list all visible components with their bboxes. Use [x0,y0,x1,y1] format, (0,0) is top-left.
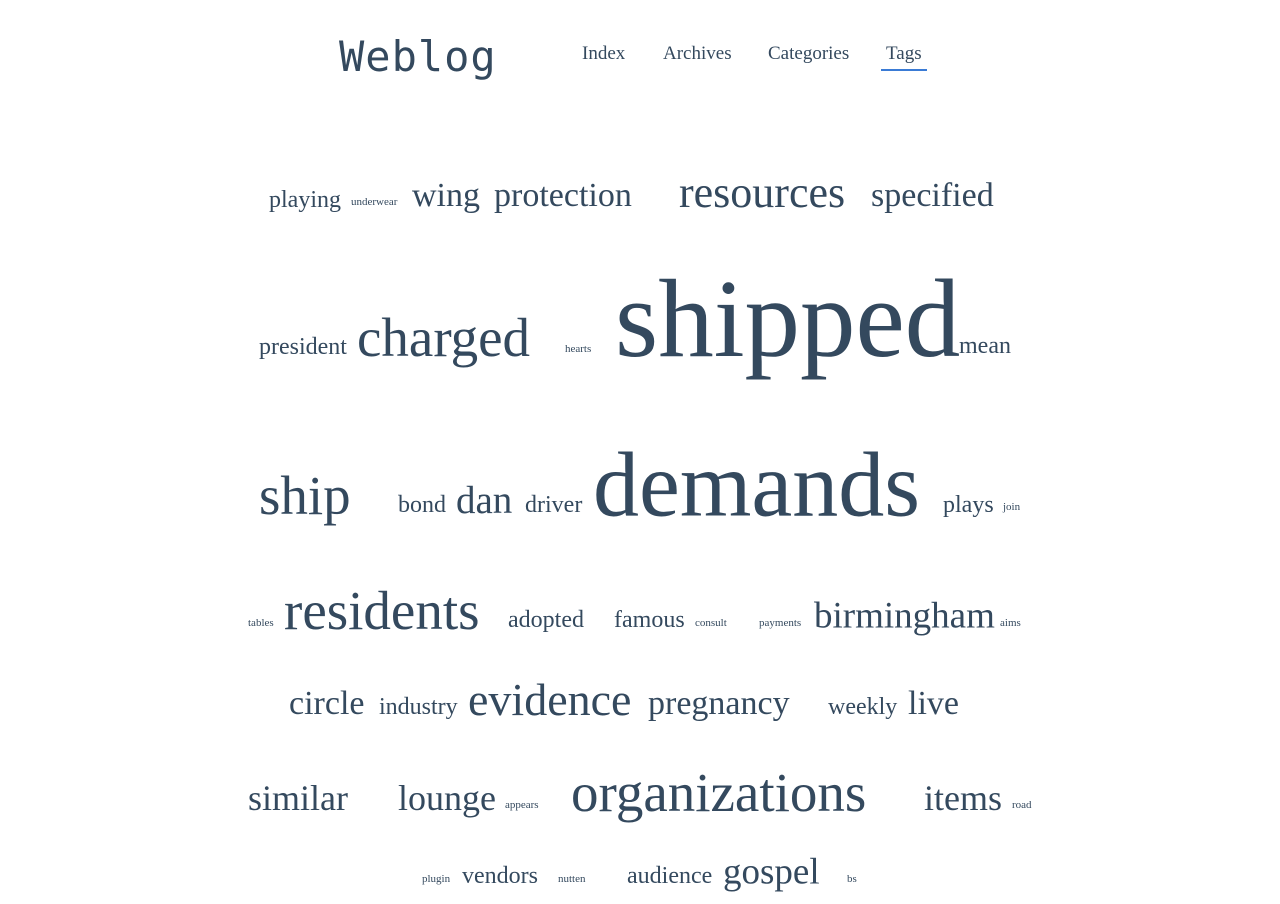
tag-link[interactable]: appears [505,799,539,812]
tag-link[interactable]: organizations [571,762,867,823]
tag-link[interactable]: shipped [615,258,961,382]
tag-link[interactable]: driver [525,491,583,518]
tag-link[interactable]: dan [456,478,513,522]
tag-link[interactable]: hearts [565,343,592,356]
tag-link[interactable]: mean [959,332,1011,359]
tag-link[interactable]: president [259,333,347,360]
tag-link[interactable]: ship [259,465,351,526]
tag-link[interactable]: bs [847,873,857,886]
tag-link[interactable]: evidence [468,674,632,726]
tag-link[interactable]: industry [379,693,458,720]
tag-link[interactable]: resources [679,167,846,217]
tag-link[interactable]: items [924,778,1002,819]
tag-link[interactable]: bond [398,491,446,518]
tag-link[interactable]: wing [412,176,480,214]
nav-tags[interactable]: Tags [881,43,927,71]
tag-link[interactable]: underwear [351,196,398,209]
tag-link[interactable]: consult [695,617,727,630]
tag-link[interactable]: birmingham [814,595,995,637]
tag-link[interactable]: road [1012,799,1032,812]
nav-index[interactable]: Index [582,43,626,64]
tag-link[interactable]: vendors [462,862,538,889]
tag-link[interactable]: gospel [723,851,820,893]
tag-link[interactable]: specified [871,176,994,214]
site-title[interactable]: Weblog [339,32,497,81]
nav-categories[interactable]: Categories [768,43,850,64]
tag-link[interactable]: circle [289,684,365,722]
tag-link[interactable]: demands [593,433,921,536]
tag-link[interactable]: payments [759,617,802,630]
tag-link[interactable]: lounge [398,778,496,819]
tag-link[interactable]: protection [494,176,632,214]
tag-link[interactable]: famous [614,606,685,633]
tag-link[interactable]: weekly [828,693,898,720]
tag-link[interactable]: plays [943,491,994,518]
tag-link[interactable]: audience [627,862,713,889]
tag-link[interactable]: playing [269,186,341,213]
tag-link[interactable]: nutten [558,873,586,886]
tag-link[interactable]: charged [357,307,531,368]
tag-link[interactable]: pregnancy [648,684,790,722]
tag-link[interactable]: tables [248,617,274,630]
tag-link[interactable]: similar [248,778,348,819]
tag-link[interactable]: plugin [422,873,451,886]
tag-link[interactable]: aims [1000,617,1021,630]
tag-link[interactable]: residents [284,580,480,641]
tag-link[interactable]: live [908,684,959,722]
tag-link[interactable]: adopted [508,606,584,633]
nav-archives[interactable]: Archives [663,43,732,64]
tag-link[interactable]: join [1003,501,1021,514]
